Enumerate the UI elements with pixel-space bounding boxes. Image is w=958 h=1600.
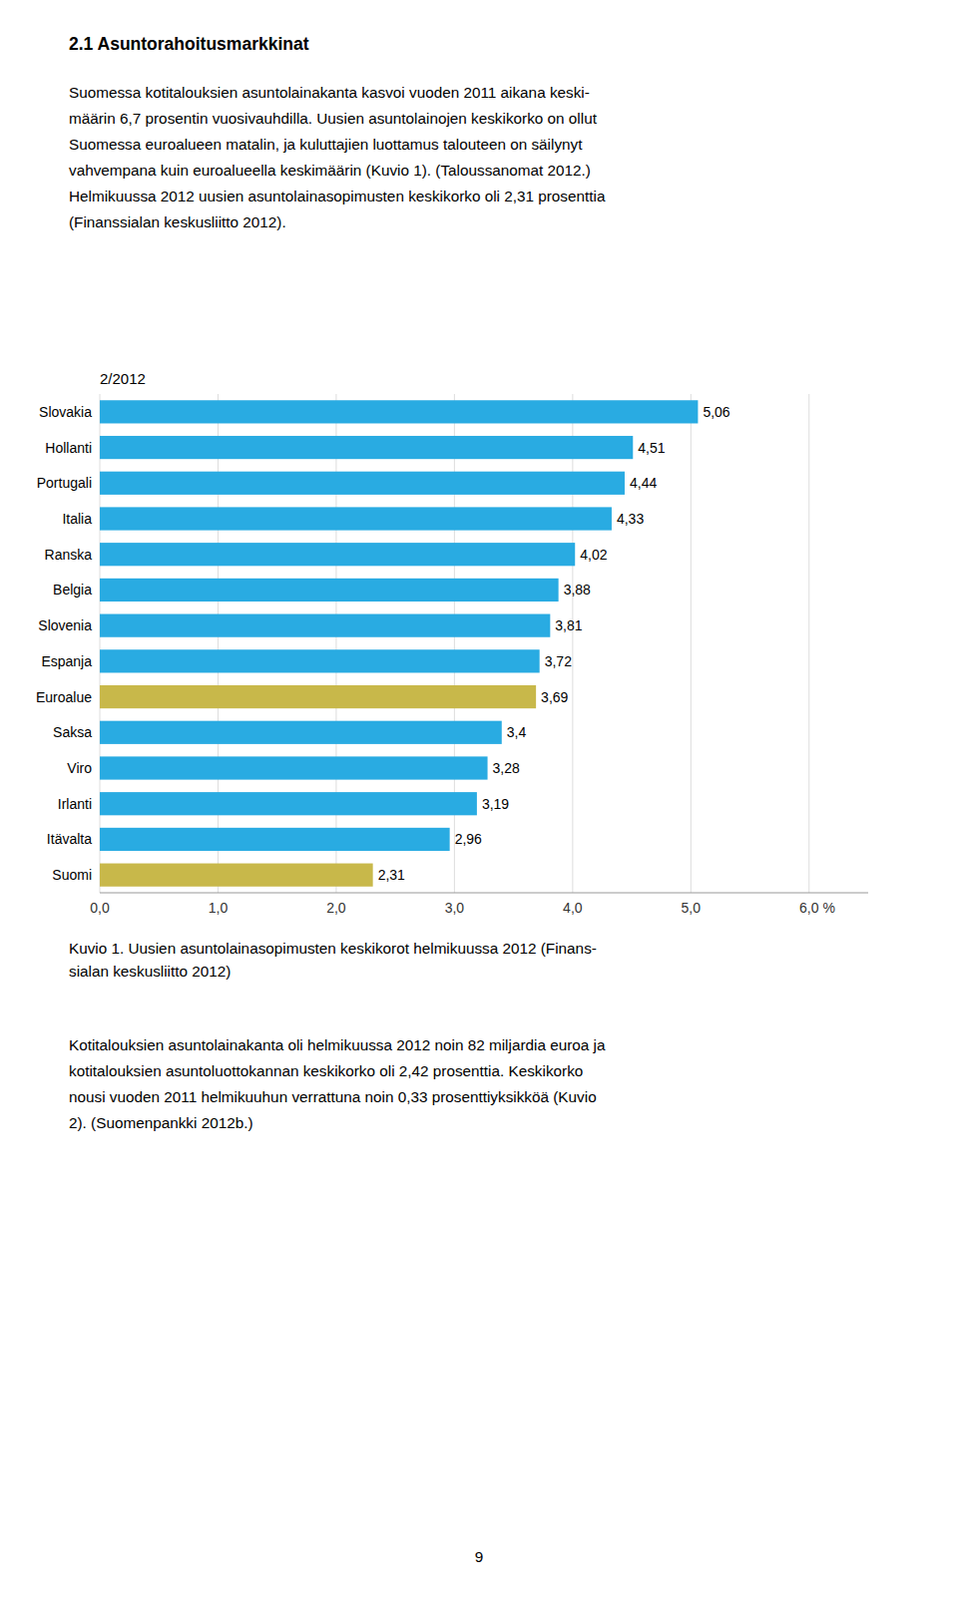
data-label: 4,44 xyxy=(629,475,657,491)
bar xyxy=(99,685,536,709)
chart-title: 2/2012 xyxy=(99,370,146,388)
grid-line xyxy=(99,394,101,894)
axis-label: % xyxy=(823,900,836,917)
tick-label: 5,0 xyxy=(681,900,702,917)
bar xyxy=(99,472,625,495)
category-label: Saksa xyxy=(52,724,92,741)
tick-label: 2,0 xyxy=(326,900,347,917)
data-label: 4,51 xyxy=(637,440,665,457)
bar xyxy=(99,792,478,816)
bar xyxy=(99,828,451,852)
caption: Kuvio 1. Uusien asuntolainasopimusten ke… xyxy=(68,938,597,984)
data-label: 3,28 xyxy=(492,760,520,777)
bar xyxy=(99,721,502,745)
tick-label: 6,0 xyxy=(799,900,820,917)
chart: 2/2012 0,0 1,0 2,0 3,0 4,0 5,0 6,0% Slovakia 5,06… xyxy=(0,0,958,1600)
bar xyxy=(99,400,698,424)
data-label: 3,4 xyxy=(506,724,527,741)
bar xyxy=(99,578,559,602)
tick-label: 3,0 xyxy=(445,900,466,917)
bar xyxy=(99,542,575,566)
grid-line xyxy=(690,394,692,894)
bar xyxy=(99,864,374,888)
category-label: Italia xyxy=(61,510,92,527)
axis-line xyxy=(99,893,869,895)
tick-label: 0,0 xyxy=(89,900,110,917)
category-label: Euroalue xyxy=(35,689,92,706)
grid-line xyxy=(217,394,219,894)
bar xyxy=(99,756,488,780)
data-label: 4,33 xyxy=(616,510,644,527)
data-label: 4,02 xyxy=(579,546,607,563)
grid-line xyxy=(335,394,337,894)
tick-label: 1,0 xyxy=(208,900,229,917)
category-label: Itävalta xyxy=(46,831,92,848)
data-label: 3,72 xyxy=(544,653,572,670)
data-label: 2,96 xyxy=(455,831,482,848)
tick-label: 4,0 xyxy=(562,900,583,917)
bar xyxy=(99,649,540,673)
heading: 2.1 Asuntorahoitusmarkkinat xyxy=(68,33,310,55)
data-label: 3,81 xyxy=(554,617,582,634)
category-label: Irlanti xyxy=(57,796,92,813)
category-label: Hollanti xyxy=(44,440,92,457)
grid-line xyxy=(454,394,456,894)
paragraph: Kotitalouksien asuntolainakanta oli helm… xyxy=(68,1032,605,1137)
category-label: Ranska xyxy=(44,546,93,563)
category-label: Espanja xyxy=(40,653,92,670)
category-label: Viro xyxy=(66,760,92,777)
category-label: Portugali xyxy=(36,475,92,491)
bar xyxy=(99,506,612,530)
data-label: 3,88 xyxy=(563,581,591,598)
data-label: 5,06 xyxy=(702,404,730,421)
grid-line xyxy=(571,394,573,894)
data-label: 3,69 xyxy=(540,689,568,706)
data-label: 3,19 xyxy=(481,796,509,813)
page-number: 9 xyxy=(0,1548,958,1567)
category-label: Belgia xyxy=(52,581,92,598)
data-label: 2,31 xyxy=(378,867,406,884)
category-label: Slovenia xyxy=(37,617,92,634)
category-label: Slovakia xyxy=(38,404,92,421)
bar xyxy=(99,614,550,638)
bar xyxy=(99,436,633,460)
grid-line xyxy=(808,394,810,894)
paragraph: Suomessa kotitalouksien asuntolainakanta… xyxy=(68,79,605,236)
category-label: Suomi xyxy=(51,867,92,884)
bars xyxy=(99,400,698,888)
